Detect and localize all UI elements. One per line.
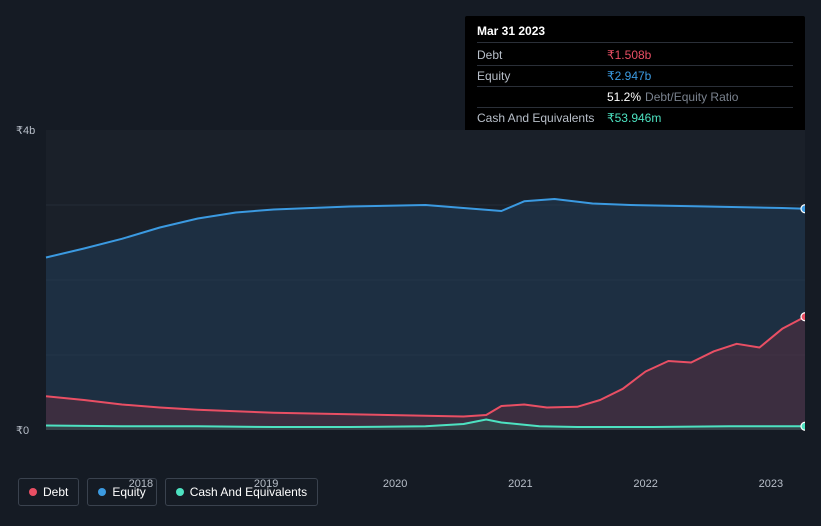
tooltip-note: Debt/Equity Ratio [645,90,738,104]
tooltip-label: Debt [477,48,607,62]
legend-label: Cash And Equivalents [190,485,307,499]
x-tick-label: 2023 [759,478,783,490]
y-tick-label: ₹4b [16,124,35,137]
legend-dot-icon [98,488,106,496]
tooltip-label: Equity [477,69,607,83]
x-tick-label: 2020 [383,478,407,490]
legend-item[interactable]: Equity [87,478,156,506]
legend-label: Debt [43,485,68,499]
tooltip-row: 51.2%Debt/Equity Ratio [477,87,793,108]
chart-legend: Debt Equity Cash And Equivalents [18,478,318,506]
chart-tooltip: Mar 31 2023 Debt₹1.508bEquity₹2.947b51.2… [465,16,805,136]
tooltip-value: ₹1.508b [607,48,651,62]
tooltip-row: Debt₹1.508b [477,45,793,66]
x-tick-label: 2021 [508,478,532,490]
tooltip-value: ₹2.947b [607,69,651,83]
x-tick-label: 2022 [633,478,657,490]
legend-dot-icon [29,488,37,496]
legend-label: Equity [112,485,145,499]
tooltip-value: 51.2%Debt/Equity Ratio [607,90,738,104]
tooltip-label [477,90,607,104]
tooltip-row: Equity₹2.947b [477,66,793,87]
legend-item[interactable]: Debt [18,478,79,506]
area-chart: ₹0₹4b 201820192020202120222023 [16,120,805,460]
tooltip-date: Mar 31 2023 [477,24,793,43]
legend-dot-icon [176,488,184,496]
chart-svg [16,120,805,438]
legend-item[interactable]: Cash And Equivalents [165,478,318,506]
y-tick-label: ₹0 [16,424,29,437]
